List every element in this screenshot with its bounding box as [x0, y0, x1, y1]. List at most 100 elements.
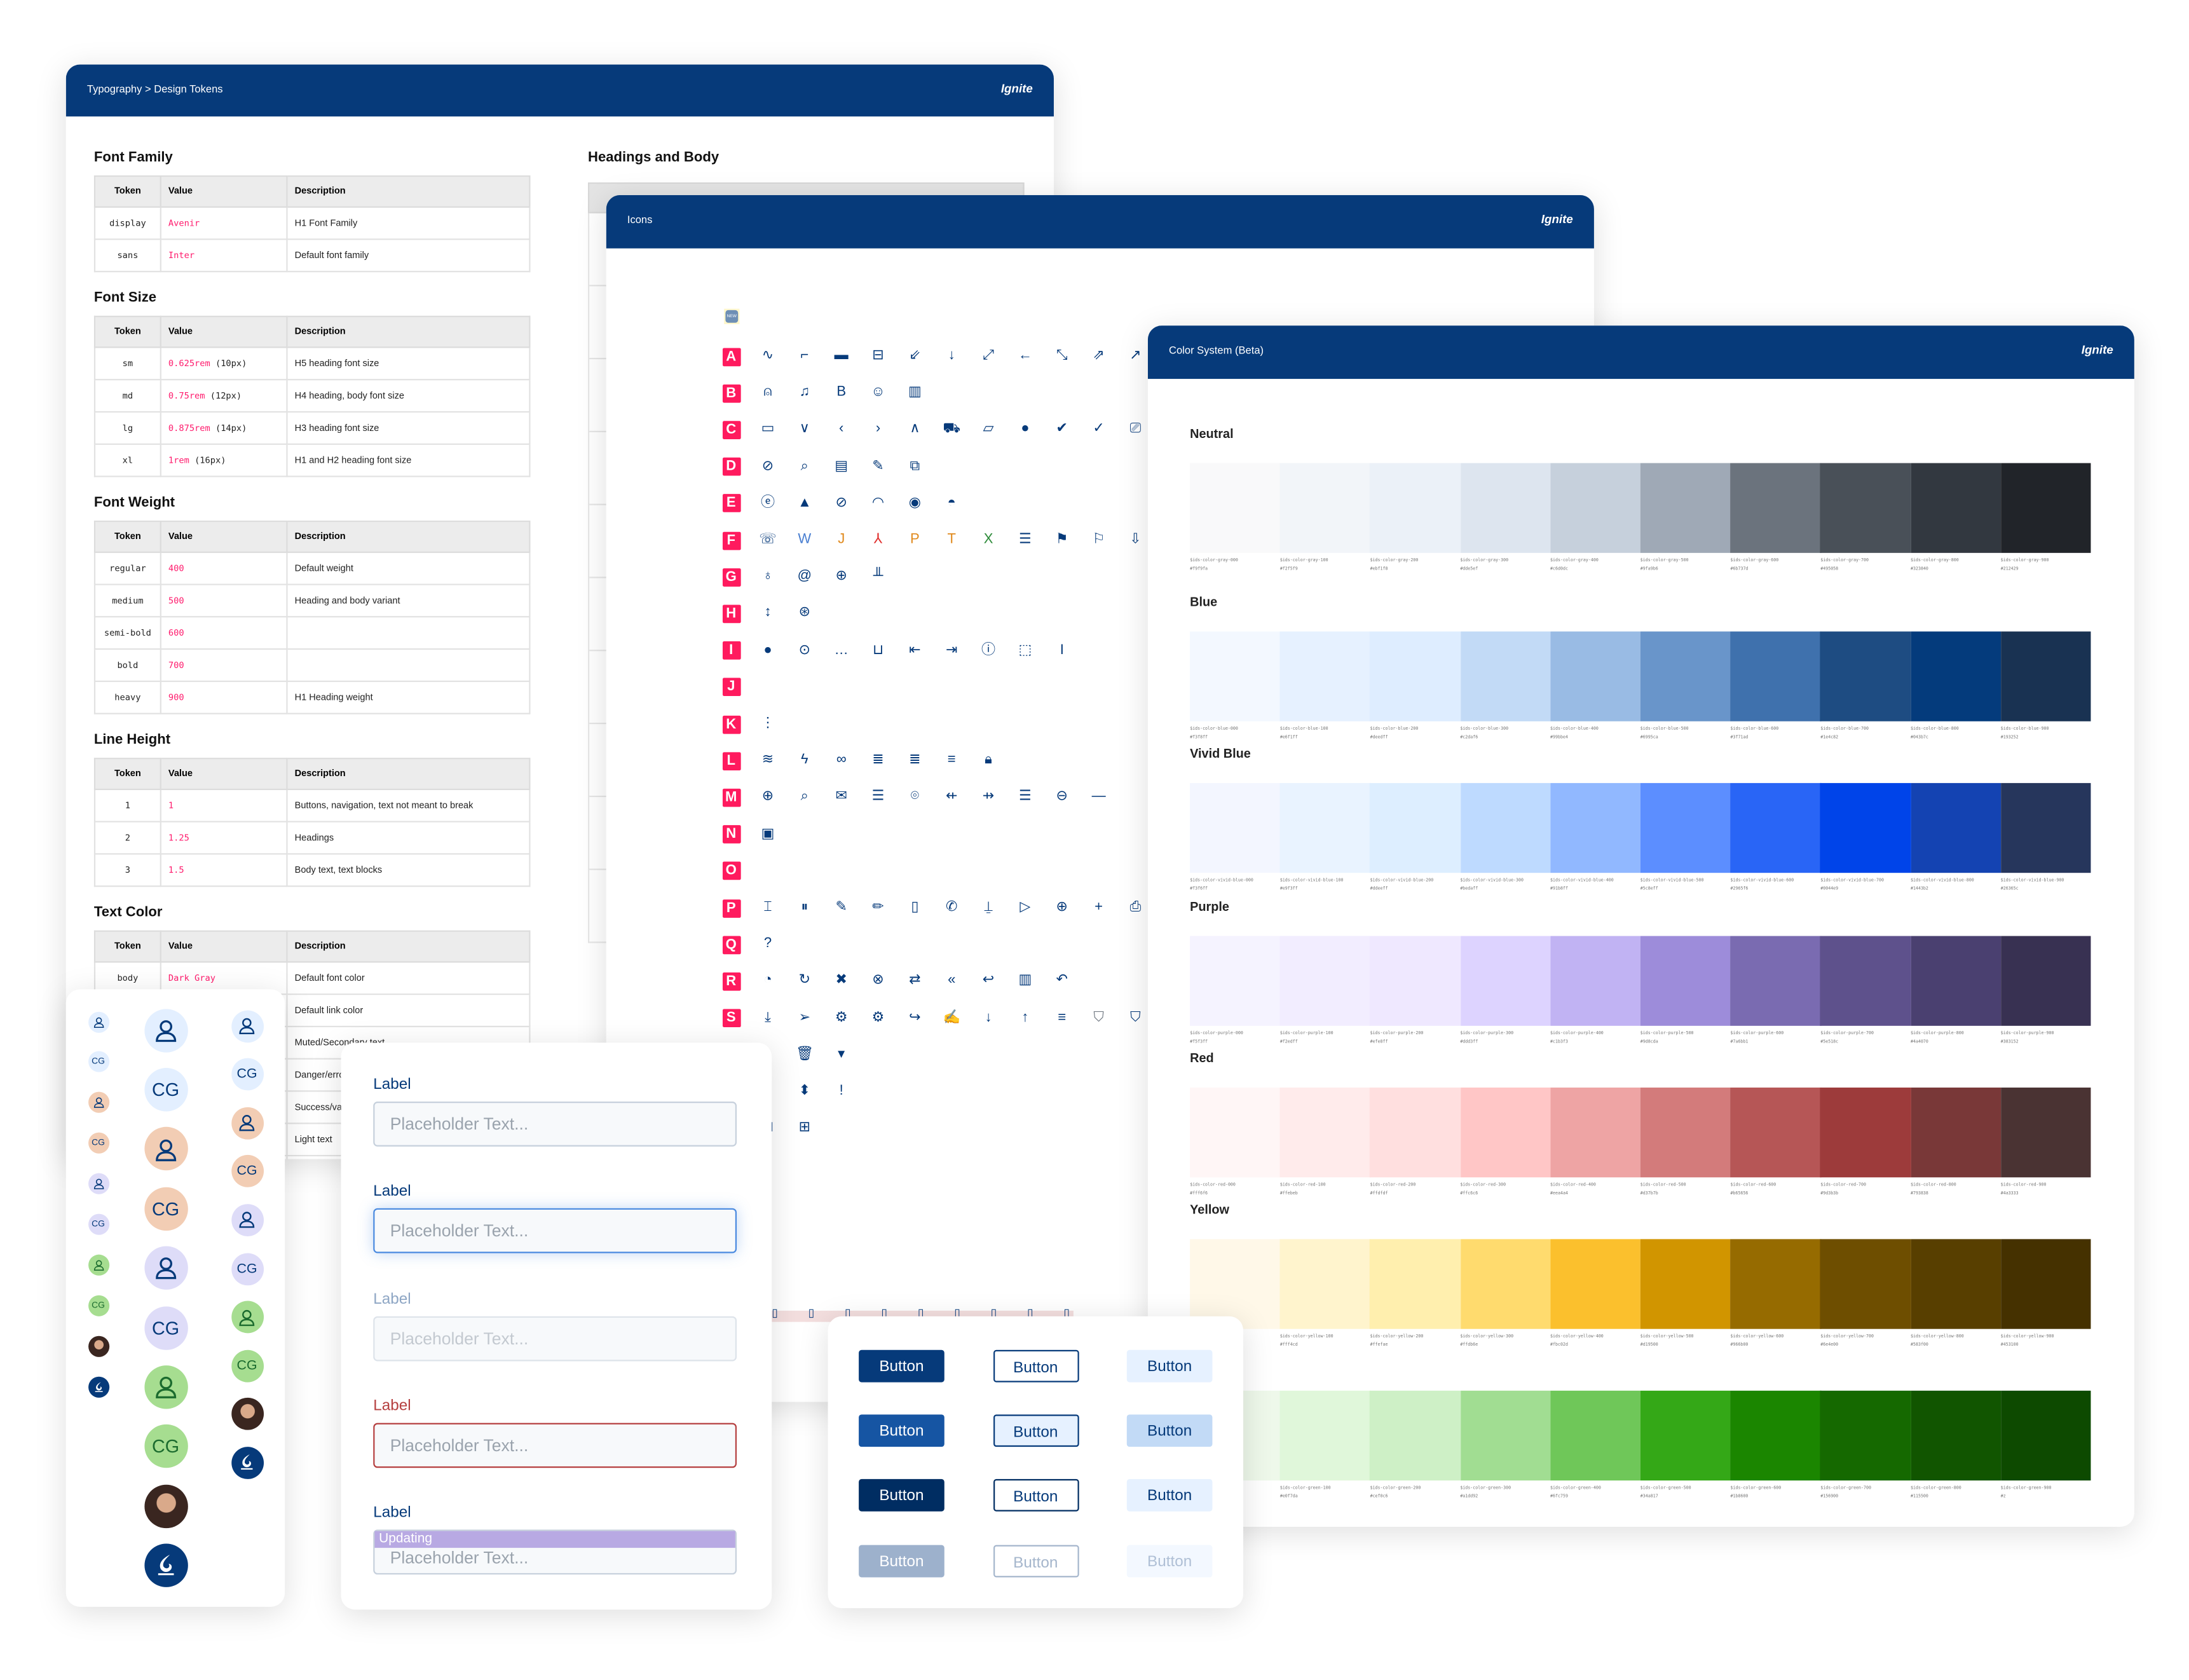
alarm-bell-icon[interactable]: ⍝ — [763, 385, 772, 400]
avatar-icon[interactable] — [144, 1365, 188, 1409]
arrow-left-icon[interactable]: ← — [1018, 348, 1032, 364]
undo-icon[interactable]: ↶ — [1056, 973, 1068, 989]
inbox-icon[interactable]: ⊔ — [872, 642, 884, 658]
settings-icon[interactable]: ⚙ — [871, 1009, 885, 1025]
color-swatch[interactable] — [2000, 463, 2091, 553]
globe-icon[interactable]: ⊕ — [835, 568, 847, 584]
color-swatch[interactable] — [1190, 1239, 1281, 1329]
eye-partial-icon[interactable]: ◠ — [871, 495, 885, 511]
avatar-initials[interactable]: CG — [231, 1252, 263, 1285]
color-swatch[interactable] — [1550, 936, 1641, 1026]
bold-icon[interactable]: B — [836, 385, 847, 400]
chevron-left-icon[interactable]: ‹ — [839, 421, 844, 437]
avatar-initials[interactable]: CG — [144, 1067, 188, 1112]
color-swatch[interactable] — [1279, 1239, 1370, 1329]
avatar-icon[interactable] — [144, 1246, 188, 1290]
disabled-icon[interactable]: ⊘ — [761, 458, 774, 474]
color-swatch[interactable] — [1550, 631, 1641, 721]
avatar-initials[interactable]: CG — [231, 1155, 263, 1188]
color-swatch[interactable] — [1640, 936, 1731, 1026]
secondary-button-active[interactable]: Button — [992, 1479, 1079, 1512]
color-swatch[interactable] — [1550, 1239, 1641, 1329]
list-bullets-icon[interactable]: ≣ — [872, 752, 884, 768]
check-icon[interactable]: ✓ — [1093, 421, 1105, 437]
settings-alt-icon[interactable]: ⚙ — [835, 1009, 848, 1025]
avatar-icon[interactable] — [231, 1301, 263, 1334]
color-swatch[interactable] — [1460, 1239, 1551, 1329]
color-swatch[interactable] — [1279, 936, 1370, 1026]
color-swatch[interactable] — [1820, 936, 1911, 1026]
color-swatch[interactable] — [1640, 631, 1731, 721]
color-swatch[interactable] — [1460, 1087, 1551, 1178]
image-select-icon[interactable]: ⬚ — [1018, 642, 1032, 658]
color-swatch[interactable] — [1820, 631, 1911, 721]
secondary-button-hover[interactable]: Button — [992, 1414, 1079, 1447]
kebab-icon[interactable]: ⋮ — [760, 715, 775, 732]
graph-icon[interactable]: ╨ — [873, 568, 883, 584]
breadcrumb[interactable]: Typography > Design Tokens — [86, 83, 223, 96]
secondary-button-disabled[interactable]: Button — [992, 1544, 1079, 1577]
question-icon[interactable]: ? — [763, 936, 772, 952]
filters-icon[interactable]: ☰ — [1019, 531, 1032, 548]
file-word-icon[interactable]: W — [798, 531, 812, 548]
newspaper-icon[interactable]: ▣ — [761, 826, 775, 842]
color-swatch[interactable] — [1640, 782, 1731, 873]
color-swatch[interactable] — [1460, 463, 1551, 553]
activity-icon[interactable]: ∿ — [761, 348, 774, 364]
focus-text-input[interactable]: Placeholder Text... — [373, 1208, 737, 1254]
color-swatch[interactable] — [1910, 1390, 2001, 1481]
color-swatch[interactable] — [1190, 463, 1281, 553]
avatar-initials[interactable]: CG — [144, 1306, 188, 1349]
exclamation-icon[interactable]: ! — [839, 1083, 843, 1099]
check-circle-filled-icon[interactable]: ● — [1021, 421, 1030, 437]
color-swatch[interactable] — [1370, 1239, 1461, 1329]
pencil-icon[interactable]: ✏︎ — [872, 899, 884, 915]
download-icon[interactable]: ⤓ — [765, 1009, 771, 1025]
galaxy-icon[interactable]: @ — [797, 568, 812, 584]
speedometer-icon[interactable]: ◔ — [763, 973, 772, 989]
shield-icon[interactable]: ⛉ — [1130, 1009, 1141, 1025]
document-icon[interactable]: ▤ — [835, 458, 849, 474]
color-swatch[interactable] — [2000, 782, 2091, 873]
remove-icon[interactable]: ⊗ — [872, 973, 884, 989]
calendar-icon[interactable]: ▭ — [761, 421, 775, 437]
print-icon[interactable]: ⎙ — [1129, 899, 1142, 915]
color-swatch[interactable] — [1370, 631, 1461, 721]
sort-asc-icon[interactable]: ↑ — [1021, 1009, 1029, 1025]
color-swatch[interactable] — [1550, 1390, 1641, 1481]
color-swatch[interactable] — [1820, 463, 1911, 553]
map-pin-icon[interactable]: ⌾ — [910, 789, 920, 805]
indent-decrease-icon[interactable]: ⇤ — [909, 642, 921, 658]
secondary-button-default[interactable]: Button — [992, 1349, 1079, 1383]
color-swatch[interactable] — [1640, 1390, 1731, 1481]
color-swatch[interactable] — [1820, 782, 1911, 873]
color-swatch[interactable] — [1460, 631, 1551, 721]
color-swatch[interactable] — [1730, 782, 1821, 873]
color-swatch[interactable] — [1730, 1390, 1821, 1481]
avatar-icon[interactable] — [87, 1011, 109, 1032]
avatar-initials[interactable]: CG — [144, 1424, 188, 1468]
replace-icon[interactable]: ⇄ — [909, 973, 921, 989]
flag-icon[interactable]: ⚐ — [1092, 531, 1105, 548]
chevron-up-icon[interactable]: ∧ — [910, 421, 920, 437]
color-swatch[interactable] — [1190, 936, 1281, 1026]
award-icon[interactable]: ♁ — [762, 568, 774, 584]
primary-button-hover[interactable]: Button — [859, 1414, 944, 1447]
avatar-initials[interactable]: CG — [87, 1133, 109, 1154]
indent-increase-icon[interactable]: ⇥ — [945, 642, 958, 658]
zoom-in-icon[interactable]: ⊕ — [761, 789, 774, 805]
color-swatch[interactable] — [1910, 936, 2001, 1026]
color-swatch[interactable] — [1550, 782, 1641, 873]
file-tiff-icon[interactable]: T — [947, 531, 956, 548]
color-swatch[interactable] — [1370, 782, 1461, 873]
sign-icon[interactable]: ✍ — [943, 1009, 960, 1025]
eye-hidden-icon[interactable]: ⊘ — [835, 495, 847, 511]
expand-icon[interactable]: ⤢ — [983, 348, 994, 364]
comment-icon[interactable]: ▱ — [983, 421, 994, 437]
play-icon[interactable]: ▷ — [1019, 899, 1031, 915]
eye-filled-icon[interactable]: ◓ — [947, 495, 956, 511]
avatar-icon[interactable] — [231, 1009, 263, 1042]
cart-icon[interactable]: ⛟ — [943, 421, 961, 437]
color-swatch[interactable] — [1550, 463, 1641, 553]
avatar-initials[interactable]: CG — [231, 1058, 263, 1091]
